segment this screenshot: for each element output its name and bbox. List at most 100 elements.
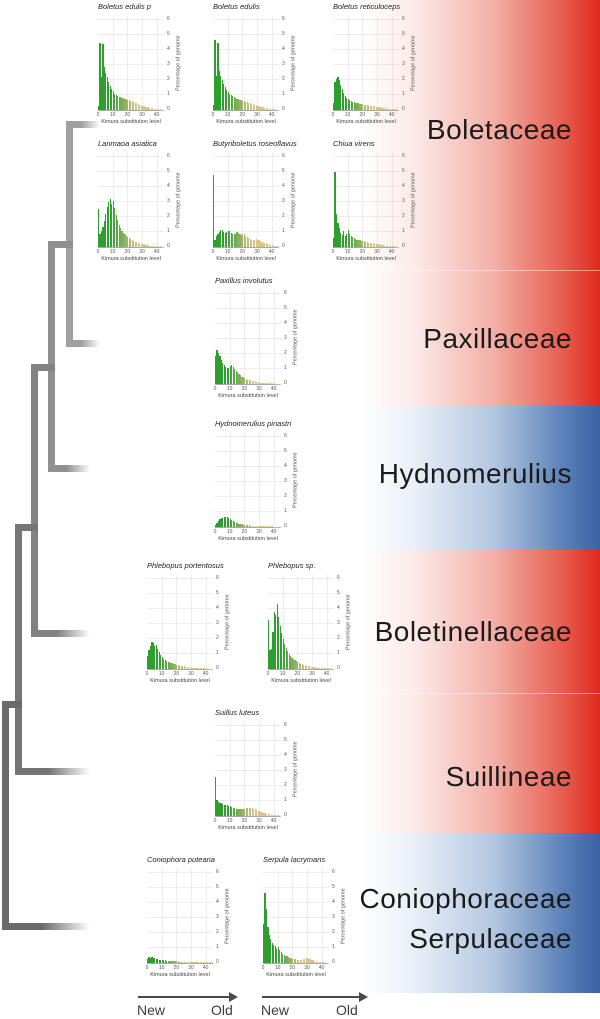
gridline-horizontal xyxy=(263,872,329,874)
histogram-bar xyxy=(393,246,395,247)
gridline-vertical xyxy=(312,575,313,669)
histogram-bar xyxy=(216,799,218,816)
histogram-bar xyxy=(205,962,207,963)
histogram-bar xyxy=(270,526,272,527)
histogram-bar xyxy=(333,102,335,110)
histogram-bar xyxy=(147,245,149,247)
histogram-bar xyxy=(248,525,250,527)
x-axis-label: Kimura substitution level xyxy=(218,825,278,831)
gridline-horizontal xyxy=(215,353,281,355)
histogram-bar xyxy=(301,664,303,669)
histogram-bar xyxy=(100,77,103,110)
histogram-bar xyxy=(275,383,277,384)
histogram-bar xyxy=(375,244,377,247)
histogram-bar xyxy=(259,241,262,247)
histogram-bar xyxy=(226,517,228,527)
y-tick-label: 0 xyxy=(167,243,170,249)
plot-body: 0 1 2 3 4 5 6 Percentage of genome xyxy=(333,16,425,112)
histogram-bar xyxy=(230,232,232,247)
x-axis-ticks: 0 10 20 30 40 xyxy=(146,670,213,678)
x-tick-label: 30 xyxy=(254,249,260,255)
histogram-bar xyxy=(319,667,321,669)
x-tick-label: 30 xyxy=(304,965,310,971)
gridline-vertical xyxy=(273,433,275,527)
histogram-bar xyxy=(352,237,354,247)
histogram-bar xyxy=(357,240,360,247)
histogram-bar xyxy=(102,44,104,110)
histogram-bar xyxy=(124,234,126,247)
x-tick-label: 30 xyxy=(188,965,194,971)
histogram-bar xyxy=(188,961,190,963)
histogram-bar xyxy=(222,517,224,527)
x-tick-label: 40 xyxy=(202,671,209,677)
y-axis-label: Percentage of genome xyxy=(175,35,182,91)
x-tick-label: 20 xyxy=(359,112,366,118)
histogram-bar xyxy=(161,657,163,669)
time-label-old-left: Old xyxy=(211,1002,233,1018)
histogram-bar xyxy=(289,957,291,963)
gridline-vertical xyxy=(227,16,229,110)
histogram-bar xyxy=(217,520,220,527)
histogram-bar xyxy=(98,208,100,247)
histogram-bar xyxy=(215,777,217,816)
histogram-bar xyxy=(387,245,389,247)
gridline-vertical xyxy=(242,153,244,247)
histogram-bar xyxy=(226,89,228,110)
histogram-bar xyxy=(279,950,281,963)
x-tick-label: 10 xyxy=(226,529,233,535)
plot-area xyxy=(263,869,329,964)
y-tick-label: 0 xyxy=(284,380,287,386)
histogram-bar xyxy=(117,220,119,247)
y-tick-label: 0 xyxy=(337,665,340,671)
tree-stem-node1 xyxy=(48,241,73,248)
y-tick-label: 1 xyxy=(337,650,340,657)
histogram-bar xyxy=(267,243,269,247)
histogram-bar xyxy=(249,103,251,110)
y-axis-label: Percentage of genome xyxy=(224,888,231,944)
histogram-bar xyxy=(229,806,231,816)
time-label-old-right: Old xyxy=(336,1002,358,1018)
histogram-bar xyxy=(157,648,159,669)
y-tick-label: 5 xyxy=(332,884,335,891)
histogram-bar xyxy=(154,958,156,963)
histogram-bar xyxy=(114,93,116,110)
y-axis-ticks: 0 1 2 3 4 5 6 xyxy=(281,433,291,529)
histogram-bar xyxy=(369,242,371,247)
histogram-bar xyxy=(245,525,247,527)
histogram-bar xyxy=(243,101,245,110)
histogram-bar xyxy=(267,814,269,816)
y-tick-label: 0 xyxy=(402,106,405,112)
histogram-bar xyxy=(223,83,225,110)
histogram-bar xyxy=(250,525,252,527)
plot-paxillus-involutus: Paxillus involutus 0 1 2 3 4 5 6 Percentage of g… xyxy=(213,276,307,399)
y-tick-label: 2 xyxy=(402,76,405,83)
y-axis-ticks: 0 1 2 3 4 5 6 xyxy=(213,869,223,965)
y-tick-label: 0 xyxy=(216,959,219,965)
plot-phlebopus-sp: Phlebopus sp. 0 1 2 3 4 5 6 Percentage of genome… xyxy=(267,561,360,684)
y-tick-label: 3 xyxy=(332,914,335,921)
histogram-bar xyxy=(248,379,250,384)
y-tick-label: 1 xyxy=(167,228,170,235)
histogram-bar xyxy=(218,71,220,110)
family-label-paxillaceae: Paxillaceae xyxy=(423,323,572,354)
x-tick-label: 40 xyxy=(318,965,325,971)
histogram-bar xyxy=(109,198,111,247)
histogram-bar xyxy=(162,109,164,110)
x-tick-label: 0 xyxy=(213,386,217,392)
plot-title: Butyriboletus roseoflavus xyxy=(213,139,297,148)
y-tick-label: 3 xyxy=(284,335,287,342)
histogram-bar xyxy=(149,245,151,247)
histogram-bar xyxy=(247,379,249,384)
histogram-bar xyxy=(252,240,254,247)
histogram-bar xyxy=(335,78,338,110)
gridline-vertical xyxy=(271,16,273,110)
histogram-bar xyxy=(271,109,273,110)
histogram-bar xyxy=(226,232,228,247)
x-tick-label: 0 xyxy=(96,112,100,118)
histogram-bar xyxy=(328,668,330,669)
histogram-bar xyxy=(186,961,188,963)
y-axis-ticks: 0 1 2 3 4 5 6 xyxy=(281,722,291,818)
histogram-bar xyxy=(265,909,268,963)
histogram-bar xyxy=(196,961,198,963)
gridline-vertical xyxy=(229,722,231,816)
